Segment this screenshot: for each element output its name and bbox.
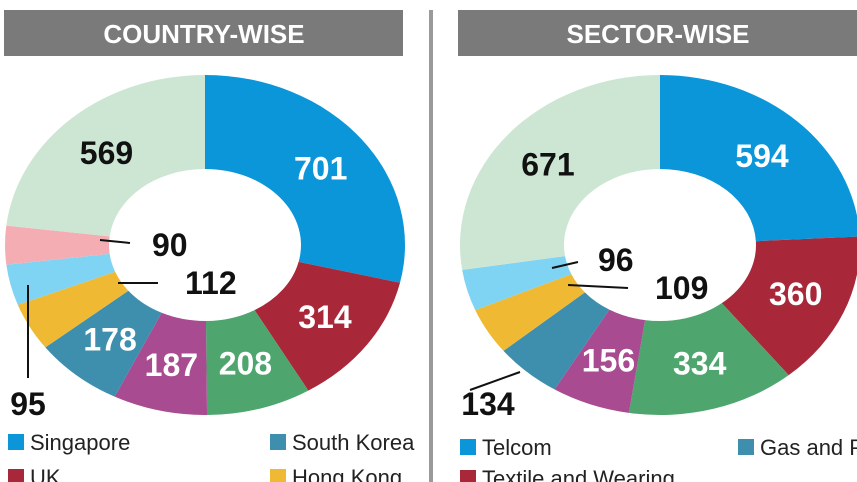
legend-label: Hong Kong bbox=[292, 465, 402, 482]
legend-swatch bbox=[460, 470, 476, 482]
leader-line bbox=[551, 261, 579, 269]
legend-label: Textile and Wearing bbox=[482, 466, 675, 482]
value-label: 95 bbox=[10, 386, 46, 422]
legend-label: Gas and Petroleum bbox=[760, 435, 857, 460]
leader-line bbox=[469, 371, 521, 391]
donut-slice bbox=[721, 236, 857, 376]
value-label: 112 bbox=[185, 265, 237, 301]
legend-swatch bbox=[8, 434, 24, 450]
title-bar bbox=[4, 10, 403, 56]
legend-swatch bbox=[270, 434, 286, 450]
donut-slice bbox=[554, 309, 646, 413]
donut-slice bbox=[459, 75, 660, 270]
donut-slice bbox=[6, 75, 205, 237]
donut-slice bbox=[254, 261, 401, 391]
donut-slice bbox=[475, 274, 585, 351]
value-label: 671 bbox=[521, 147, 574, 183]
value-label: 96 bbox=[598, 242, 634, 278]
donut-slice bbox=[114, 312, 208, 415]
donut-slice bbox=[628, 303, 789, 415]
donut-slice bbox=[503, 292, 610, 390]
donut-slice bbox=[45, 290, 162, 397]
value-label: 208 bbox=[219, 345, 272, 381]
donut-slice bbox=[17, 271, 129, 348]
value-label: 360 bbox=[769, 276, 822, 312]
legend-label: UK bbox=[30, 465, 61, 482]
title-bar bbox=[458, 10, 857, 56]
legend-swatch bbox=[8, 469, 24, 482]
value-label: 178 bbox=[83, 321, 136, 357]
value-label: 156 bbox=[582, 342, 635, 378]
chart-title: COUNTRY-WISE bbox=[103, 19, 304, 49]
chart-title: SECTOR-WISE bbox=[567, 19, 750, 49]
legend-label: Telcom bbox=[482, 435, 552, 460]
donut-slice bbox=[5, 225, 110, 265]
legend-label: Singapore bbox=[30, 430, 130, 455]
leader-line bbox=[567, 284, 629, 289]
value-label: 569 bbox=[80, 135, 133, 171]
donut-slice bbox=[660, 75, 857, 242]
value-label: 594 bbox=[735, 138, 789, 174]
value-label: 314 bbox=[298, 299, 352, 335]
donut-slice bbox=[205, 75, 406, 283]
leader-line bbox=[99, 239, 131, 244]
legend-label: South Korea bbox=[292, 430, 415, 455]
donut-slice bbox=[462, 256, 572, 311]
legend-swatch bbox=[460, 439, 476, 455]
value-label: 90 bbox=[152, 227, 188, 263]
legend-swatch bbox=[270, 469, 286, 482]
value-label: 134 bbox=[461, 386, 515, 422]
value-label: 701 bbox=[294, 150, 347, 186]
legend-swatch bbox=[738, 439, 754, 455]
value-label: 334 bbox=[673, 345, 727, 381]
value-label: 109 bbox=[655, 270, 708, 306]
donut-slice bbox=[205, 310, 309, 415]
value-label: 187 bbox=[145, 347, 198, 383]
donut-slice bbox=[6, 253, 116, 305]
